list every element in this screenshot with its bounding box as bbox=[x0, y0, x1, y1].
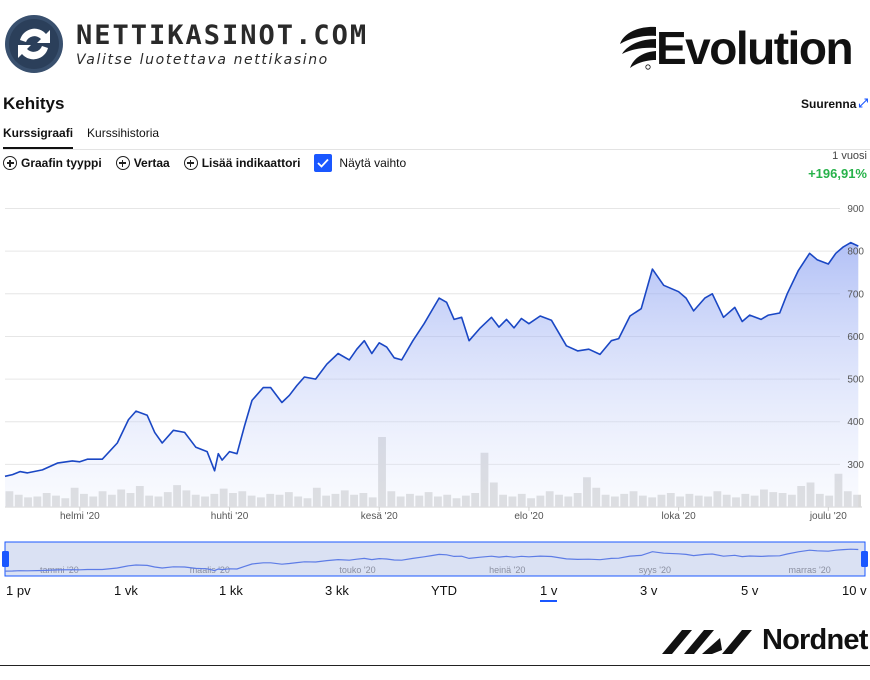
tab-kurssihistoria[interactable]: Kurssihistoria bbox=[87, 126, 160, 140]
period-label: 1 vuosi bbox=[832, 150, 867, 162]
x-tick-label: helmi '20 bbox=[60, 511, 100, 522]
navigator-label: syys '20 bbox=[639, 565, 671, 575]
range-5v[interactable]: 5 v bbox=[741, 583, 759, 598]
nordnet-logo-icon bbox=[662, 630, 752, 654]
range-navigator[interactable]: tammi '20 maalis '20 touko '20 heinä '20 syy… bbox=[2, 541, 868, 577]
y-tick-label: 800 bbox=[847, 247, 864, 258]
chart-type-label: Graafin tyyppi bbox=[21, 156, 102, 170]
y-tick-label: 500 bbox=[847, 375, 864, 386]
evolution-logo-icon bbox=[620, 26, 656, 70]
widget-title: Kehitys bbox=[3, 94, 65, 113]
compare-label: Vertaa bbox=[133, 156, 170, 170]
x-tick-label: kesä '20 bbox=[361, 511, 398, 522]
navigator-line bbox=[4, 548, 859, 572]
checkmark-icon bbox=[317, 158, 330, 168]
navigator-label: heinä '20 bbox=[489, 565, 525, 575]
plus-circle-icon bbox=[115, 156, 130, 170]
navigator-label: touko '20 bbox=[339, 565, 375, 575]
x-tick-label: loka '20 bbox=[662, 511, 697, 522]
y-tick-label: 900 bbox=[847, 204, 864, 215]
site-title: NETTIKASINOT.COM bbox=[76, 20, 369, 51]
price-line bbox=[4, 241, 859, 478]
add-indicator-label: Lisää indikaattori bbox=[201, 156, 301, 170]
range-1kk[interactable]: 1 kk bbox=[219, 583, 243, 598]
y-tick-label: 700 bbox=[847, 289, 864, 300]
show-volume-checkbox[interactable] bbox=[314, 154, 333, 172]
range-selector: 1 pv 1 vk 1 kk 3 kk YTD 1 v 3 v 5 v 10 v bbox=[0, 583, 870, 605]
range-1v[interactable]: 1 v bbox=[540, 583, 558, 602]
range-3v[interactable]: 3 v bbox=[640, 583, 658, 598]
range-1pv[interactable]: 1 pv bbox=[6, 583, 31, 598]
chart-toolbar: Graafin tyyppi Vertaa Lisää indikaattori… bbox=[3, 154, 406, 172]
plus-circle-icon bbox=[183, 156, 198, 170]
range-1vk[interactable]: 1 vk bbox=[114, 583, 138, 598]
chart-type-button[interactable]: Graafin tyyppi bbox=[3, 156, 102, 170]
y-tick-label: 300 bbox=[847, 460, 864, 471]
compare-button[interactable]: Vertaa bbox=[115, 156, 170, 170]
range-ytd[interactable]: YTD bbox=[431, 583, 457, 598]
price-chart[interactable]: 900 800 700 600 500 400 300 helmi '20 huhti '20… bbox=[0, 185, 870, 585]
x-tick-label: joulu '20 bbox=[809, 511, 847, 522]
expand-label: Suurenna bbox=[801, 96, 857, 111]
evolution-logo-text: Evolution bbox=[656, 22, 854, 74]
show-volume-label: Näytä vaihto bbox=[339, 156, 407, 170]
navigator-label: marras '20 bbox=[788, 565, 830, 575]
x-tick-label: huhti '20 bbox=[211, 511, 249, 522]
expand-button[interactable]: Suurenna ⤢ bbox=[801, 96, 868, 111]
navigator-left-handle[interactable] bbox=[2, 551, 9, 567]
period-change-value: +196,91% bbox=[808, 166, 867, 181]
period-summary: 1 vuosi +196,91% bbox=[808, 150, 867, 181]
chart-tabs: Kurssigraafi Kurssihistoria bbox=[3, 126, 159, 149]
add-indicator-button[interactable]: Lisää indikaattori bbox=[183, 156, 301, 170]
site-tagline: Valitse luotettava nettikasino bbox=[76, 52, 329, 68]
footer-divider bbox=[0, 665, 870, 666]
navigator-right-handle[interactable] bbox=[861, 551, 868, 567]
navigator-selection[interactable] bbox=[4, 541, 866, 577]
range-10v[interactable]: 10 v bbox=[842, 583, 867, 598]
tabs-divider bbox=[3, 149, 870, 150]
y-tick-label: 400 bbox=[847, 417, 864, 428]
y-tick-label: 600 bbox=[847, 332, 864, 343]
x-tick-label: elo '20 bbox=[514, 511, 544, 522]
expand-arrow-icon: ⤢ bbox=[858, 96, 868, 110]
price-area-fill bbox=[5, 242, 859, 507]
tab-kurssigraafi[interactable]: Kurssigraafi bbox=[3, 126, 74, 149]
range-3kk[interactable]: 3 kk bbox=[325, 583, 349, 598]
nordnet-logo-text: Nordnet bbox=[762, 624, 868, 656]
site-logo-icon bbox=[5, 15, 63, 73]
plus-circle-icon bbox=[3, 156, 17, 170]
